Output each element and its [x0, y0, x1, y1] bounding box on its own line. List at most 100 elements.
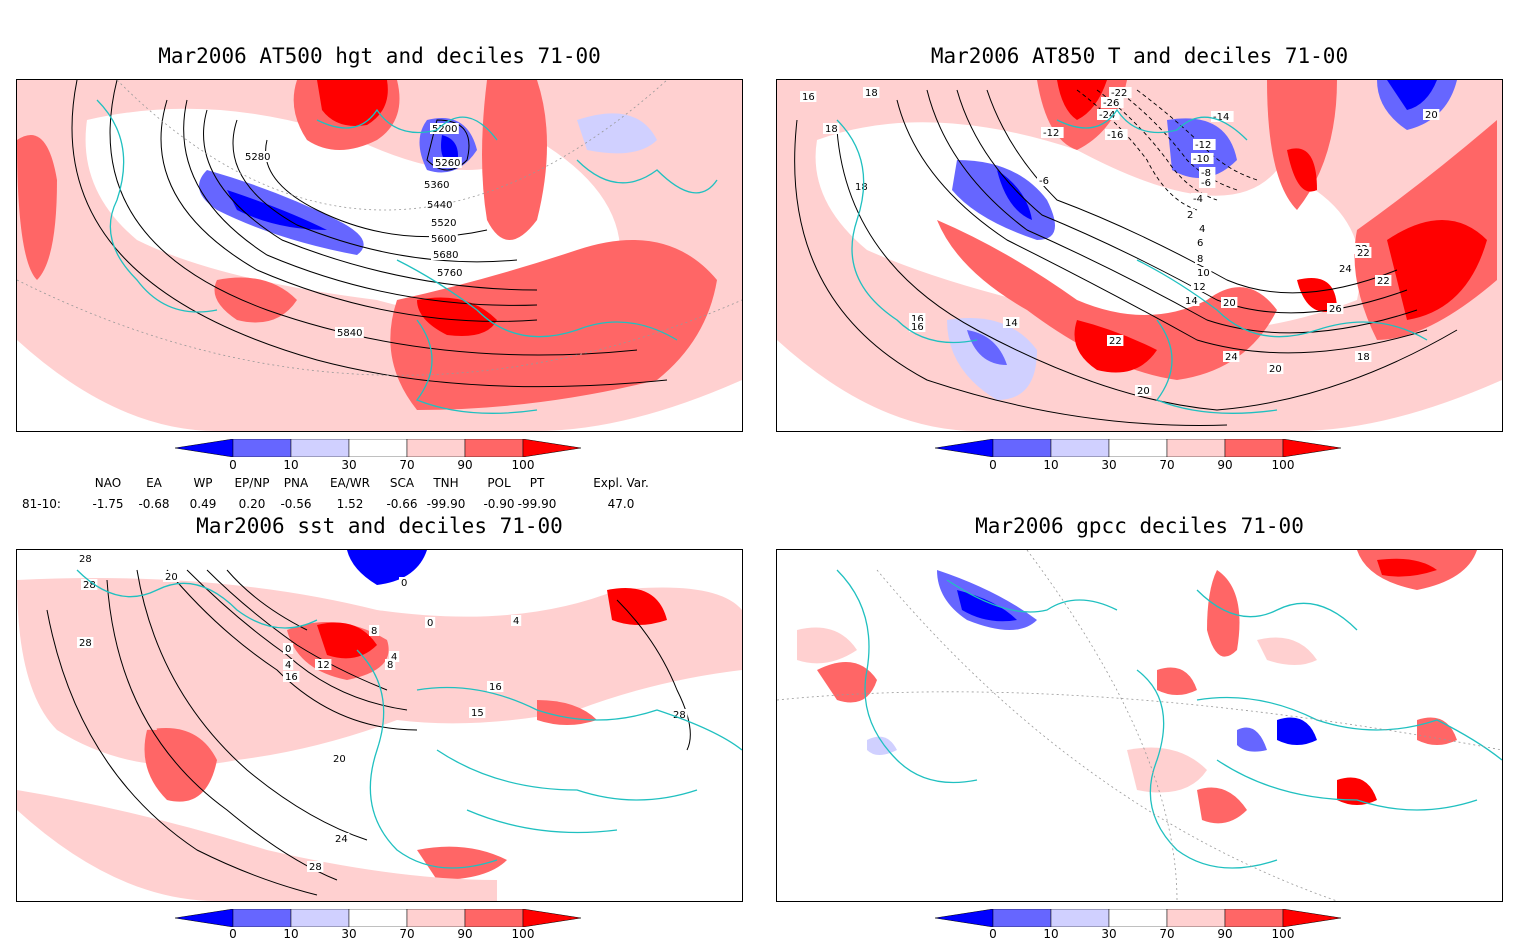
contour-label-bg	[1101, 97, 1124, 108]
contour-label: 20	[1425, 110, 1438, 121]
contour-label: -12	[1043, 128, 1059, 139]
index-value: -99.90	[517, 497, 557, 511]
contour-label-bg	[469, 707, 486, 718]
index-header: WP	[193, 476, 213, 490]
contour-label: 4	[513, 616, 519, 627]
contour-label: 28	[673, 710, 686, 721]
contour-label-bg	[243, 151, 272, 162]
contour-label: 4	[391, 652, 397, 663]
contour-label: 16	[802, 92, 815, 103]
map-panel-sst: 28 28 28 20 0 4 12 16 8 0 4 8 0 16 15 4 28 20 24 28	[16, 549, 743, 902]
contour-label: 8	[371, 626, 377, 637]
contour-label: 14	[1185, 296, 1198, 307]
panel-title-hgt500: Mar2006 AT500 hgt and deciles 71-00	[158, 44, 601, 68]
index-header: EA/WR	[329, 476, 371, 490]
contour-label-bg	[429, 233, 458, 244]
contour-label: 8	[387, 660, 393, 671]
contour-label-bg	[1183, 295, 1200, 306]
colorbar-tick-label: 10	[1043, 458, 1059, 472]
colorbar-segment	[992, 439, 1052, 457]
contour-label: 16	[911, 314, 924, 325]
contour-label-bg	[1003, 317, 1020, 328]
contour-label: 12	[1193, 282, 1206, 293]
index-header: NAO	[94, 476, 122, 490]
contour-label-bg	[81, 579, 98, 590]
contour-label-bg	[431, 249, 460, 260]
contour-label: 18	[1357, 352, 1370, 363]
index-value: -1.75	[92, 497, 124, 511]
contour-label-bg	[1375, 275, 1392, 286]
contour-label-bg	[800, 91, 817, 102]
index-value: 47.0	[607, 497, 635, 511]
colorbar-hgt500	[175, 439, 582, 457]
colorbar-segment	[1166, 909, 1226, 927]
colorbar-tick-label: 0	[989, 927, 997, 941]
colorbar-segment	[992, 909, 1052, 927]
contour-label: 18	[855, 182, 868, 193]
colorbar-segment	[348, 909, 408, 927]
contour-label-bg	[1195, 237, 1206, 248]
contour-label-bg	[1135, 385, 1152, 396]
colorbar-segment	[1282, 909, 1342, 927]
contour-label: 24	[335, 834, 348, 845]
contour-label: 16	[285, 672, 298, 683]
contour-label-bg	[77, 637, 94, 648]
contour-label-bg	[1185, 209, 1196, 220]
panel-title-sst: Mar2006 sst and deciles 71-00	[196, 514, 563, 538]
contour-label-bg	[511, 615, 522, 626]
contour-label-bg	[1197, 223, 1208, 234]
colorbar-tick-label: 30	[341, 927, 357, 941]
contour-label-bg	[331, 753, 348, 764]
contour-label-bg	[909, 313, 926, 324]
contour-label: 10	[1197, 268, 1210, 279]
contour-label: -12	[1195, 140, 1211, 151]
colorbar-segment	[290, 439, 350, 457]
colorbar-segment	[1108, 909, 1168, 927]
contour-label-bg	[163, 571, 180, 582]
contour-label: 14	[1005, 318, 1018, 329]
contour-label-bg	[487, 681, 504, 692]
contour-label: 16	[911, 322, 924, 333]
contour-label-bg	[909, 321, 926, 332]
colorbar-segment	[406, 909, 466, 927]
contour-label: 24	[1225, 352, 1238, 363]
colorbar-segment	[522, 439, 582, 457]
colorbar-t850	[935, 439, 1342, 457]
colorbar-segment	[1050, 909, 1110, 927]
colorbar-tick-label: 10	[1043, 927, 1059, 941]
contour-label: 5200	[432, 124, 457, 135]
index-header: SCA	[389, 476, 415, 490]
map-panel-t850: 16 18 18 18 -22 -26 -24 -12 -16 -14 -12 -10 -8 -6 -6 -4…	[776, 79, 1503, 432]
contour-label: 5520	[431, 218, 456, 229]
colorbar-segment	[348, 439, 408, 457]
colorbar-segment	[464, 909, 524, 927]
index-header: Expl. Var.	[593, 476, 649, 490]
contour-label: -6	[1201, 178, 1211, 189]
colorbar-tick-label: 10	[283, 927, 299, 941]
contour-label: 0	[427, 618, 433, 629]
contour-label-bg	[671, 709, 688, 720]
contour-label: -10	[1193, 154, 1209, 165]
colorbar-segment	[935, 909, 994, 927]
contour-label: 5680	[433, 250, 458, 261]
contour-label-bg	[315, 659, 332, 670]
contour-label-bg	[283, 659, 294, 670]
colorbar-tick-label: 0	[229, 927, 237, 941]
contour-label: 18	[865, 88, 878, 99]
colorbar-tick-label: 100	[1271, 458, 1295, 472]
contour-label-bg	[283, 643, 294, 654]
contour-label-bg	[430, 123, 459, 134]
contour-label: 18	[825, 124, 838, 135]
contour-label: 26	[1329, 304, 1342, 315]
contour-label-bg	[863, 87, 880, 98]
colorbar-tick-label: 30	[1101, 927, 1117, 941]
contour-label: 5840	[337, 328, 362, 339]
contour-label-bg	[429, 217, 458, 228]
index-value: 0.20	[238, 497, 266, 511]
contour-label: 12	[317, 660, 330, 671]
contour-label: 8	[1197, 254, 1203, 265]
contour-label-bg	[1193, 139, 1216, 150]
contour-label: -22	[1111, 88, 1127, 99]
colorbar-tick-label: 70	[1159, 458, 1175, 472]
